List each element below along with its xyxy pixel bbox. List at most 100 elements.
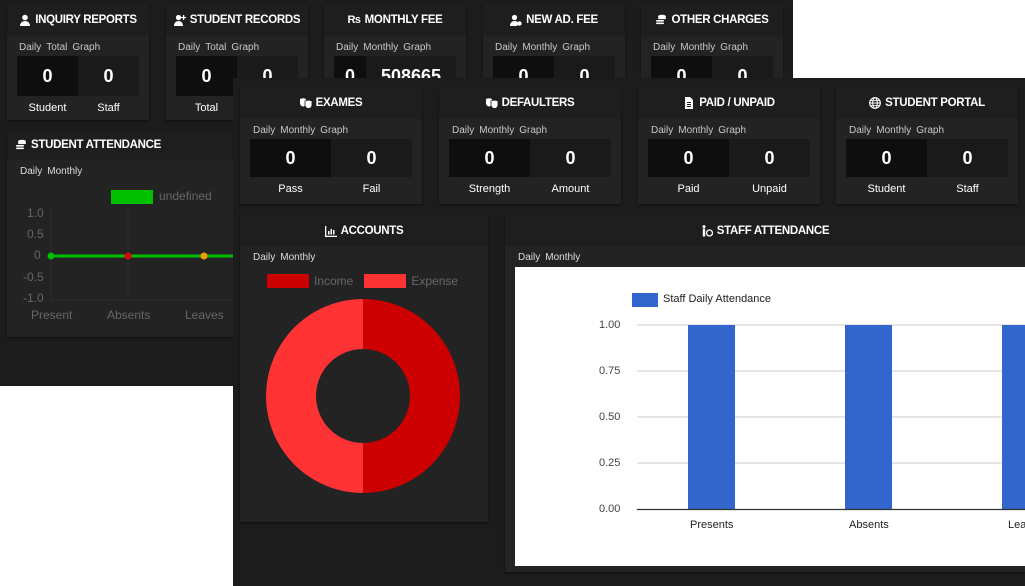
card-header: INQUIRY REPORTS <box>7 4 149 36</box>
legend-swatch <box>111 190 153 204</box>
card-title: EXAMES <box>315 97 363 109</box>
period-tabs: Daily Total Graph <box>166 36 308 56</box>
staff-label: Staff <box>97 102 120 114</box>
pass-count: 0 <box>250 139 331 177</box>
theater-masks-icon <box>299 97 312 109</box>
tab-daily[interactable]: Daily <box>253 125 276 136</box>
paid-count: 0 <box>648 139 729 177</box>
card-title: INQUIRY REPORTS <box>35 14 137 26</box>
period-tabs: Daily Monthly <box>240 246 488 266</box>
y-tick: 0.25 <box>599 457 621 469</box>
tab-monthly[interactable]: Monthly <box>280 252 316 263</box>
tab-graph[interactable]: Graph <box>231 42 260 53</box>
tab-graph[interactable]: Graph <box>720 42 749 53</box>
tab-daily[interactable]: Daily <box>336 42 359 53</box>
staff-attendance-bar-chart: Staff Daily Attendance 1.00 0.75 0.50 0.… <box>515 267 1025 566</box>
period-tabs: Daily Monthly Graph <box>836 119 1018 139</box>
tab-monthly[interactable]: Monthly <box>479 125 515 136</box>
period-tabs: Daily Monthly Graph <box>324 36 466 56</box>
y-tick: 0.5 <box>27 227 44 241</box>
total-count: 0 <box>176 56 237 96</box>
tab-monthly[interactable]: Monthly <box>47 166 83 177</box>
card-title: STUDENT ATTENDANCE <box>31 139 162 151</box>
tab-monthly[interactable]: Monthly <box>280 125 316 136</box>
tab-daily[interactable]: Daily <box>178 42 201 53</box>
student-attendance-card: STUDENT ATTENDANCE Daily Monthly undefin… <box>7 130 233 337</box>
card-title: DEFAULTERS <box>501 97 575 109</box>
strength-count: 0 <box>449 139 530 177</box>
amount-label: Amount <box>551 183 590 195</box>
tab-daily[interactable]: Daily <box>452 125 475 136</box>
legend-label: undefined <box>159 189 212 203</box>
tab-monthly[interactable]: Monthly <box>363 42 399 53</box>
period-tabs: Daily Monthly Graph <box>439 119 621 139</box>
tab-total[interactable]: Total <box>46 42 68 53</box>
tab-daily[interactable]: Daily <box>518 252 541 263</box>
globe-icon <box>869 97 882 109</box>
tab-graph[interactable]: Graph <box>718 125 747 136</box>
card-title: STAFF ATTENDANCE <box>716 224 830 237</box>
tab-graph[interactable]: Graph <box>562 42 591 53</box>
period-tabs: Daily Monthly Graph <box>483 36 625 56</box>
period-tabs: Daily Total Graph <box>7 36 149 56</box>
card-header: STAFF ATTENDANCE <box>505 215 1025 246</box>
period-tabs: Daily Monthly Graph <box>638 119 820 139</box>
tab-graph[interactable]: Graph <box>320 125 349 136</box>
bar-plot <box>637 324 1025 511</box>
card-header: STUDENT ATTENDANCE <box>7 130 233 160</box>
y-tick: -1.0 <box>23 291 44 305</box>
x-label: Present <box>31 308 73 322</box>
unpaid-label: Unpaid <box>752 183 787 195</box>
user-clock-icon <box>701 224 713 237</box>
tab-daily[interactable]: Daily <box>495 42 518 53</box>
coins-icon <box>655 14 667 26</box>
tab-daily[interactable]: Daily <box>651 125 674 136</box>
period-tabs: Daily Monthly <box>7 160 233 180</box>
tab-monthly[interactable]: Monthly <box>680 42 716 53</box>
chart-area-icon <box>324 225 337 237</box>
tab-daily[interactable]: Daily <box>253 252 276 263</box>
period-tabs: Daily Monthly Graph <box>240 119 422 139</box>
fail-count: 0 <box>331 139 412 177</box>
strength-label: Strength <box>468 183 511 195</box>
x-label: Presents <box>690 519 734 531</box>
user-plus-icon <box>173 14 186 26</box>
y-tick: 0.50 <box>599 411 621 423</box>
income-legend-label: Income <box>314 274 354 288</box>
tab-total[interactable]: Total <box>205 42 227 53</box>
tab-monthly[interactable]: Monthly <box>876 125 912 136</box>
tab-daily[interactable]: Daily <box>20 166 43 177</box>
file-invoice-icon <box>683 97 695 109</box>
user-icon <box>19 14 31 26</box>
pass-label: Pass <box>278 183 303 195</box>
card-title: MONTHLY FEE <box>364 14 443 26</box>
tab-daily[interactable]: Daily <box>653 42 676 53</box>
tab-daily[interactable]: Daily <box>849 125 872 136</box>
fail-label: Fail <box>362 183 381 195</box>
tab-graph[interactable]: Graph <box>519 125 548 136</box>
line-plot <box>47 208 233 301</box>
student-label: Student <box>867 183 906 195</box>
tab-graph[interactable]: Graph <box>72 42 101 53</box>
y-tick: -0.5 <box>23 270 44 284</box>
tab-graph[interactable]: Graph <box>916 125 945 136</box>
coins-icon <box>15 139 27 151</box>
legend-label: Staff Daily Attendance <box>663 293 772 305</box>
card-title: PAID / UNPAID <box>699 97 775 109</box>
y-tick: 0.00 <box>599 503 621 515</box>
y-tick: 1.0 <box>27 206 44 220</box>
card-header: EXAMES <box>240 87 422 119</box>
x-label: Lea <box>1008 519 1025 531</box>
tab-daily[interactable]: Daily <box>19 42 42 53</box>
x-label: Absents <box>849 519 889 531</box>
tab-graph[interactable]: Graph <box>403 42 432 53</box>
staff-label: Staff <box>956 183 979 195</box>
tab-monthly[interactable]: Monthly <box>522 42 558 53</box>
tab-monthly[interactable]: Monthly <box>678 125 714 136</box>
card-header: PAID / UNPAID <box>638 87 820 119</box>
card-title: ACCOUNTS <box>340 224 404 237</box>
card-title: OTHER CHARGES <box>671 14 769 26</box>
total-label: Total <box>194 102 219 114</box>
tab-monthly[interactable]: Monthly <box>545 252 581 263</box>
card-header: OTHER CHARGES <box>641 4 783 36</box>
